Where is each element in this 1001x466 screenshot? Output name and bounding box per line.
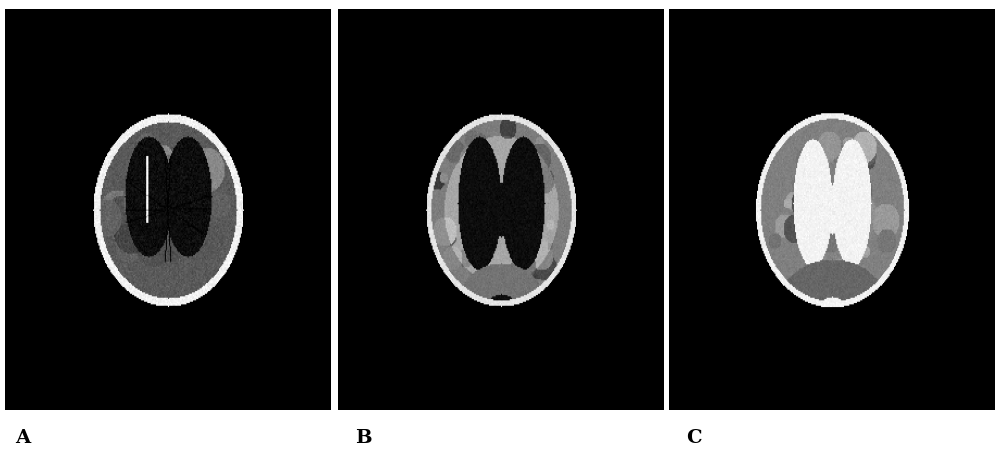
Text: C: C [686, 429, 702, 447]
Text: A: A [15, 429, 30, 447]
Text: B: B [355, 429, 372, 447]
